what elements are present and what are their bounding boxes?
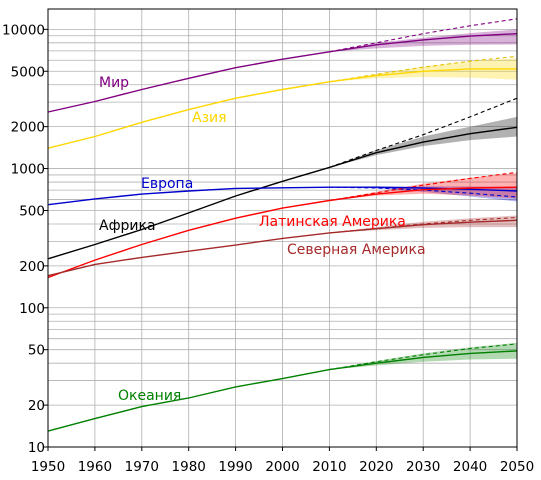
label-oceania: Океания: [118, 388, 181, 404]
label-asia: Азия: [192, 110, 227, 126]
series-lines: [47, 33, 518, 432]
x-tick-label: 2040: [453, 459, 487, 475]
x-tick-label: 1960: [78, 459, 112, 475]
x-tick-label: 2020: [359, 459, 393, 475]
gridlines: [48, 9, 517, 447]
y-tick-label: 100: [19, 301, 45, 317]
label-latam: Латинская Америка: [259, 214, 406, 230]
label-namerica: Северная Америка: [287, 242, 426, 258]
x-tick-label: 1980: [172, 459, 206, 475]
y-tick-label: 2000: [11, 120, 45, 136]
label-africa: Африка: [99, 218, 156, 234]
line-oceania: [47, 350, 518, 432]
line-latam: [47, 186, 518, 279]
label-europe: Европа: [141, 176, 193, 192]
y-tick-label: 5000: [11, 64, 45, 80]
x-tick-label: 1950: [31, 459, 65, 475]
x-tick-label: 1970: [125, 459, 159, 475]
x-axis-ticks: 1950 1960 1970 1980 1990 2000 2010 2020 2030 2040…: [31, 447, 534, 475]
x-tick-label: 2010: [312, 459, 346, 475]
y-tick-label: 10: [28, 440, 45, 456]
y-tick-label: 500: [19, 203, 45, 219]
band-europe: [329, 186, 517, 202]
x-tick-label: 2000: [265, 459, 299, 475]
y-axis-ticks: 10 20 50 100 200 500 1000 2000 5000 10000: [2, 22, 48, 456]
x-tick-label: 2050: [500, 459, 534, 475]
y-tick-label: 1000: [11, 162, 45, 178]
label-world: Мир: [99, 75, 129, 91]
projection-world: [329, 18, 518, 53]
line-africa: [47, 126, 518, 260]
y-tick-label: 50: [28, 343, 45, 359]
x-tick-label: 2030: [406, 459, 440, 475]
line-asia: [47, 68, 517, 149]
y-tick-label: 20: [28, 398, 45, 414]
line-world: [47, 33, 518, 113]
y-tick-label: 200: [19, 259, 45, 275]
line-namerica: [47, 219, 518, 277]
projection-asia: [329, 55, 518, 83]
projection-oceania: [329, 343, 518, 371]
x-tick-label: 1990: [218, 459, 252, 475]
projection-latam: [329, 171, 518, 202]
y-tick-label: 10000: [2, 22, 45, 38]
series-labels: Мир Азия Африка Европа Латинская Америка Севе…: [99, 75, 426, 404]
projection-africa: [329, 97, 518, 168]
